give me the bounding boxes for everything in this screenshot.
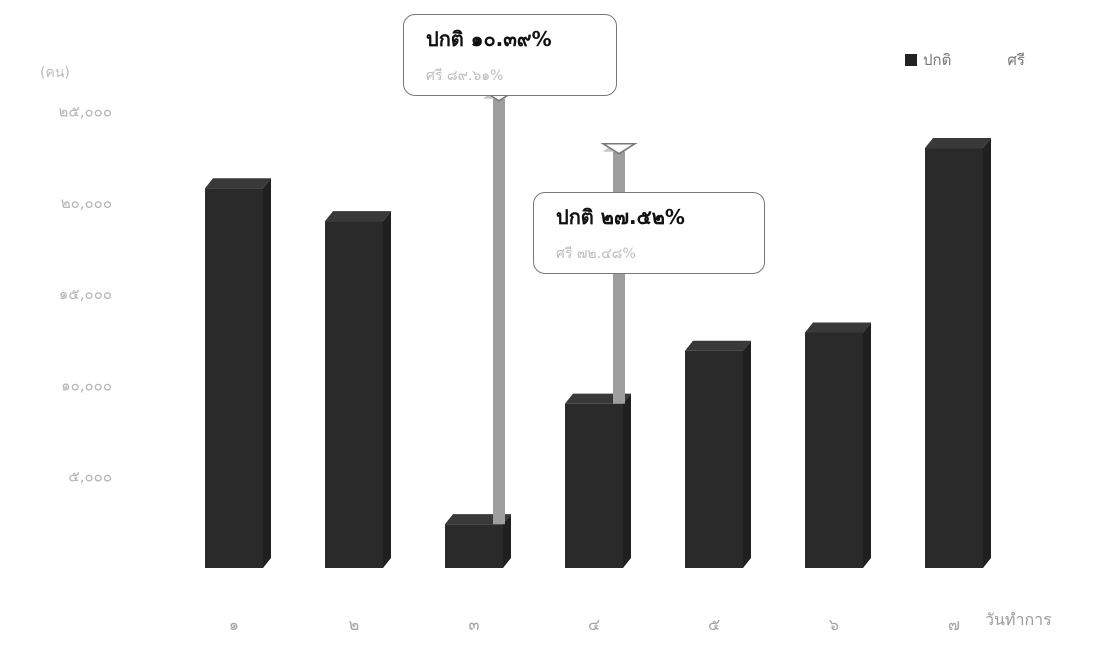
legend-label-normal: ปกติ <box>923 51 952 69</box>
bar-normal-7-front <box>925 148 983 568</box>
bar-normal-1-side <box>263 178 271 569</box>
legend-entry-normal: ปกติ <box>905 48 951 72</box>
bar-normal-7-side <box>983 138 991 568</box>
bar-normal-3-front <box>445 524 503 568</box>
y-tick-label-5: ๒๕,๐๐๐ <box>59 103 112 121</box>
x-tick-label-4: ๔ <box>588 615 600 634</box>
x-tick-label-1: ๑ <box>229 615 239 634</box>
bar-sri-4 <box>613 151 625 404</box>
bar-normal-2-front <box>325 221 383 568</box>
bar-normal-3-side <box>503 514 511 568</box>
bar-normal-4-front <box>565 403 623 568</box>
y-axis-unit-label: (คน) <box>40 65 70 81</box>
legend-entry-sri: ศรี <box>989 48 1025 72</box>
bar-normal-5-top <box>685 340 751 351</box>
x-tick-label-7: ๗ <box>948 615 960 634</box>
x-tick-label-2: ๒ <box>349 615 360 634</box>
x-axis-unit-label: วันทำการ <box>985 610 1052 629</box>
annotation-line1-category-4: ปกติ ๒๗.๕๒% <box>556 205 685 229</box>
bar-normal-6-top <box>805 322 871 333</box>
bar-normal-1-top <box>205 178 271 189</box>
bar-normal-5-side <box>743 340 751 568</box>
bar-normal-7-top <box>925 138 991 149</box>
legend-swatch-sri <box>989 54 1001 66</box>
x-tick-label-6: ๖ <box>829 615 839 634</box>
legend-label-sri: ศรี <box>1007 51 1025 69</box>
y-tick-label-4: ๒๐,๐๐๐ <box>61 194 112 212</box>
bar-normal-6-front <box>805 332 863 568</box>
annotation-line2-category-3: ศรี ๘๙.๖๑% <box>426 68 504 84</box>
y-tick-label-3: ๑๕,๐๐๐ <box>59 285 112 303</box>
x-tick-label-5: ๕ <box>708 615 720 634</box>
annotation-callout-category-3: ปกติ ๑๐.๓๙% ศรี ๘๙.๖๑% <box>403 14 617 96</box>
bar-normal-4-side <box>623 393 631 568</box>
y-tick-label-1: ๕,๐๐๐ <box>68 468 112 486</box>
x-tick-label-3: ๓ <box>469 615 480 634</box>
y-tick-label-2: ๑๐,๐๐๐ <box>61 376 112 394</box>
bar-normal-5-front <box>685 350 743 568</box>
annotation-line2-category-4: ศรี ๗๒.๔๘% <box>556 246 636 262</box>
annotation-line1-category-3: ปกติ ๑๐.๓๙% <box>426 27 552 51</box>
chart-legend: ปกติ ศรี <box>905 48 1025 72</box>
bar-normal-2-top <box>325 211 391 222</box>
bar-normal-2-side <box>383 211 391 568</box>
legend-swatch-normal <box>905 54 917 66</box>
bar-sri-3 <box>493 98 505 525</box>
annotation-pointer-2 <box>600 142 638 155</box>
bar-normal-1-front <box>205 188 263 569</box>
bar-normal-6-side <box>863 322 871 568</box>
annotation-callout-category-4: ปกติ ๒๗.๕๒% ศรี ๗๒.๔๘% <box>533 192 765 274</box>
